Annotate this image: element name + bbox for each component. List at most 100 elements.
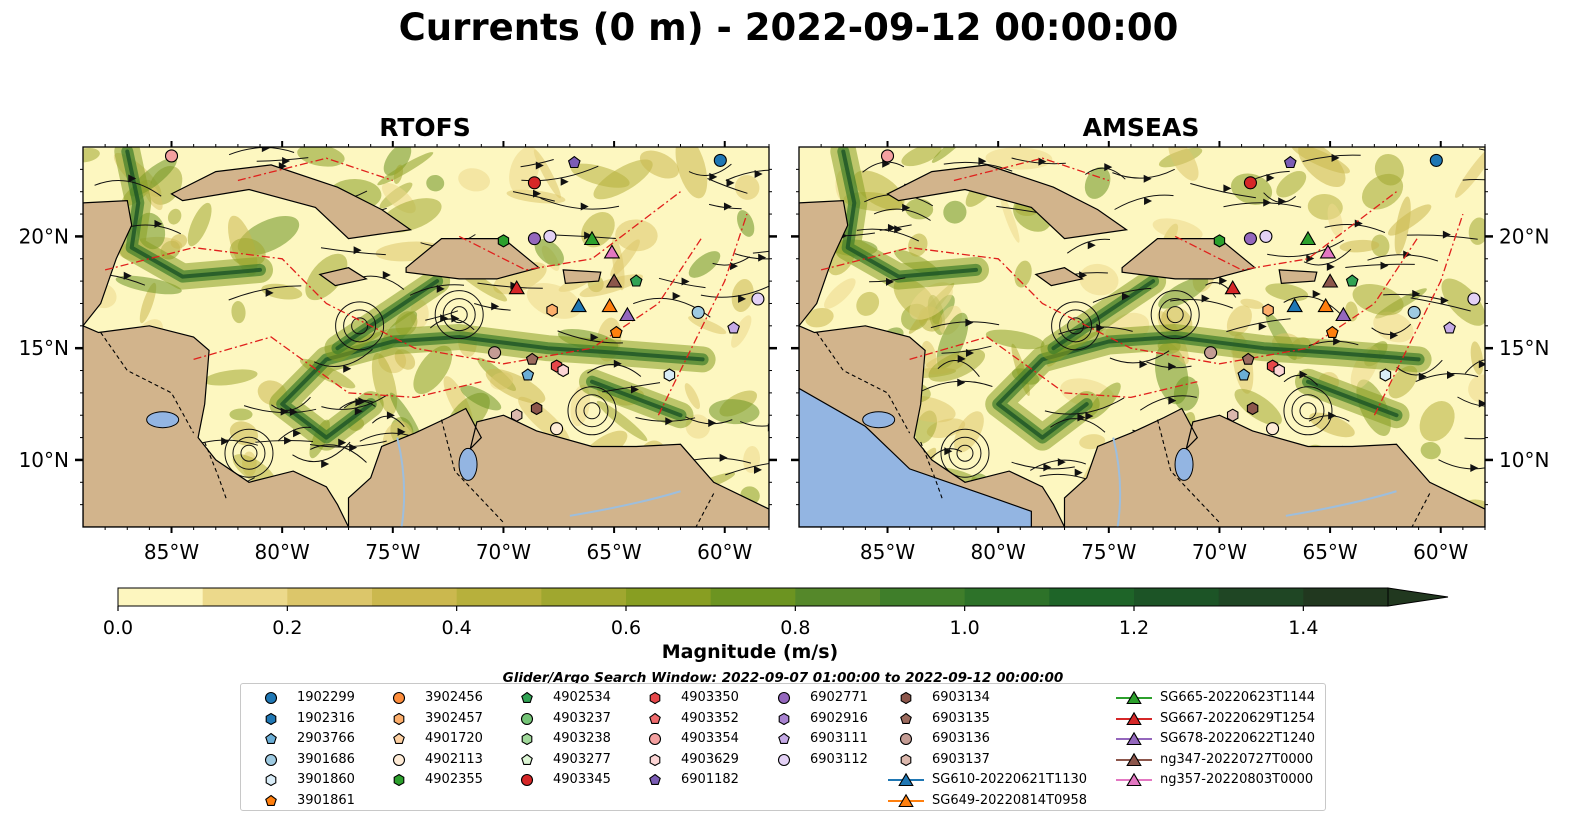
map-panel-amseas[interactable]: 85°W 80°W 75°W 70°W 65°W 60°W 20°N 15°N 10°N — [0, 0, 1577, 600]
legend-label: 3902456 — [425, 690, 483, 705]
platform-marker-ng347-20220727T0000 — [1321, 273, 1339, 288]
platform-marker-4903345 — [1243, 176, 1257, 190]
legend-label: SG678-20220622T1240 — [1160, 731, 1316, 746]
legend-label: 4903345 — [553, 772, 611, 787]
platform-marker-6903136 — [488, 346, 502, 360]
legend-marker — [393, 732, 405, 744]
platform-marker-ng347-20220727T0000 — [605, 273, 623, 288]
legend-marker — [1126, 690, 1142, 705]
platform-marker-ng357-20220803T0000 — [1319, 244, 1337, 259]
platform-marker-6903112 — [751, 292, 765, 306]
lat-tick-label: 10°N — [19, 448, 69, 472]
colorbar-segment — [118, 588, 204, 606]
platform-marker-6903134 — [1246, 401, 1259, 416]
platform-marker-4902113 — [1266, 422, 1280, 436]
legend-marker — [649, 712, 661, 724]
platform-marker-4903354 — [164, 149, 179, 163]
colorbar-tick-label: 0.6 — [611, 617, 641, 639]
legend-marker — [265, 712, 277, 725]
lon-tick-label: 60°W — [697, 540, 752, 564]
platform-marker-SG665-20220623T1144 — [1299, 230, 1317, 246]
platform-marker-4903345 — [527, 176, 541, 190]
platform-marker-6903112 — [1467, 292, 1481, 306]
legend-label: ng357-20220803T0000 — [1160, 772, 1314, 787]
platform-marker-4902355 — [497, 234, 510, 248]
legend-marker — [265, 732, 277, 744]
legend-label: 6901182 — [681, 772, 739, 787]
legend-label: 1902299 — [297, 690, 355, 705]
colorbar: 0.0 0.2 0.4 0.6 0.8 1.0 1.2 1.4 — [103, 587, 1449, 639]
legend-label: 4903277 — [553, 751, 611, 767]
legend-label: 4903350 — [681, 690, 739, 705]
platform-marker-6903137 — [510, 408, 523, 422]
figure-title: Currents (0 m) - 2022-09-12 00:00:00 — [398, 6, 1179, 49]
legend-marker — [392, 753, 406, 766]
colorbar-tick-label: 1.0 — [950, 617, 980, 639]
legend-label: 6903136 — [932, 731, 990, 746]
platform-marker-1902299 — [713, 153, 727, 167]
colorbar-segment — [1134, 588, 1220, 606]
legend-label: SG610-20220621T1130 — [932, 772, 1088, 787]
legend-marker — [265, 773, 277, 787]
legend-label: 6902771 — [810, 690, 868, 705]
legend-marker — [898, 772, 914, 787]
platform-marker-6903112 — [1259, 229, 1273, 243]
colorbar-segment — [880, 588, 966, 606]
legend-marker — [393, 773, 405, 787]
lon-tick-label: 70°W — [476, 540, 531, 564]
platform-marker-ng357-20220803T0000 — [603, 244, 621, 259]
legend-marker — [900, 691, 912, 705]
legend-marker — [521, 691, 533, 703]
legend-marker — [649, 691, 661, 705]
map-panel-rtofs[interactable]: 85°W 80°W 75°W 70°W 65°W 60°W 20°N 15°N 10°N — [0, 0, 800, 600]
legend-marker — [900, 712, 912, 724]
colorbar-segment — [795, 588, 881, 606]
legend-marker — [392, 691, 406, 705]
lon-tick-label: 75°W — [365, 540, 420, 564]
platform-marker-1902299 — [1429, 153, 1443, 167]
lon-tick-label: 75°W — [1081, 540, 1136, 564]
legend-label: 4903352 — [681, 710, 739, 726]
platform-marker-6903111 — [1443, 321, 1456, 334]
platform-marker-3901860 — [1379, 368, 1392, 382]
legend-marker — [521, 753, 533, 765]
platform-marker-SG610-20220621T1130 — [1286, 297, 1303, 313]
platform-marker-4903629 — [557, 363, 569, 378]
legend-label: 4902355 — [425, 772, 483, 787]
platform-marker-3901861 — [609, 325, 623, 338]
platform-marker-6901182 — [567, 155, 581, 169]
platform-marker-3901686 — [1407, 305, 1421, 319]
platform-marker-4903629 — [1273, 363, 1285, 378]
colorbar-tick-label: 0.4 — [442, 617, 472, 639]
legend-marker — [265, 794, 277, 806]
legend-marker — [520, 773, 534, 787]
platform-marker-6903137 — [1226, 408, 1239, 422]
legend-label: 6902916 — [810, 710, 868, 726]
legend-label: ng347-20220727T0000 — [1160, 751, 1314, 767]
platform-marker-4903354 — [880, 149, 895, 163]
colorbar-segment — [372, 588, 458, 606]
platform-marker-6903136 — [1204, 346, 1218, 360]
lon-tick-label: 80°W — [255, 540, 310, 564]
legend-label: 6903137 — [932, 751, 990, 767]
platform-marker-SG667-20220629T1254 — [1224, 279, 1241, 295]
lon-tick-label: 85°W — [144, 540, 199, 564]
search-window-note: Glider/Argo Search Window: 2022-09-07 01… — [502, 670, 1064, 686]
colorbar-tick-label: 0.2 — [272, 617, 302, 639]
legend-marker — [264, 691, 278, 705]
legend-label: 6903112 — [810, 751, 868, 767]
legend-marker — [1126, 711, 1142, 725]
platform-marker-3902457 — [1262, 303, 1274, 317]
legend-marker — [900, 753, 912, 766]
colorbar-segment — [541, 588, 627, 606]
colorbar-label: Magnitude (m/s) — [661, 641, 839, 663]
legend-marker — [393, 712, 405, 725]
platform-marker-SG667-20220629T1254 — [508, 279, 525, 295]
platform-marker-3901860 — [663, 368, 676, 382]
colorbar-tick-label: 1.4 — [1288, 617, 1318, 639]
colorbar-extend-arrow — [1387, 587, 1449, 607]
colorbar-tick-label: 1.2 — [1119, 617, 1149, 639]
legend-label: 4903629 — [681, 751, 739, 767]
legend-label: 4901720 — [425, 731, 483, 746]
platform-marker-3902457 — [546, 303, 558, 317]
